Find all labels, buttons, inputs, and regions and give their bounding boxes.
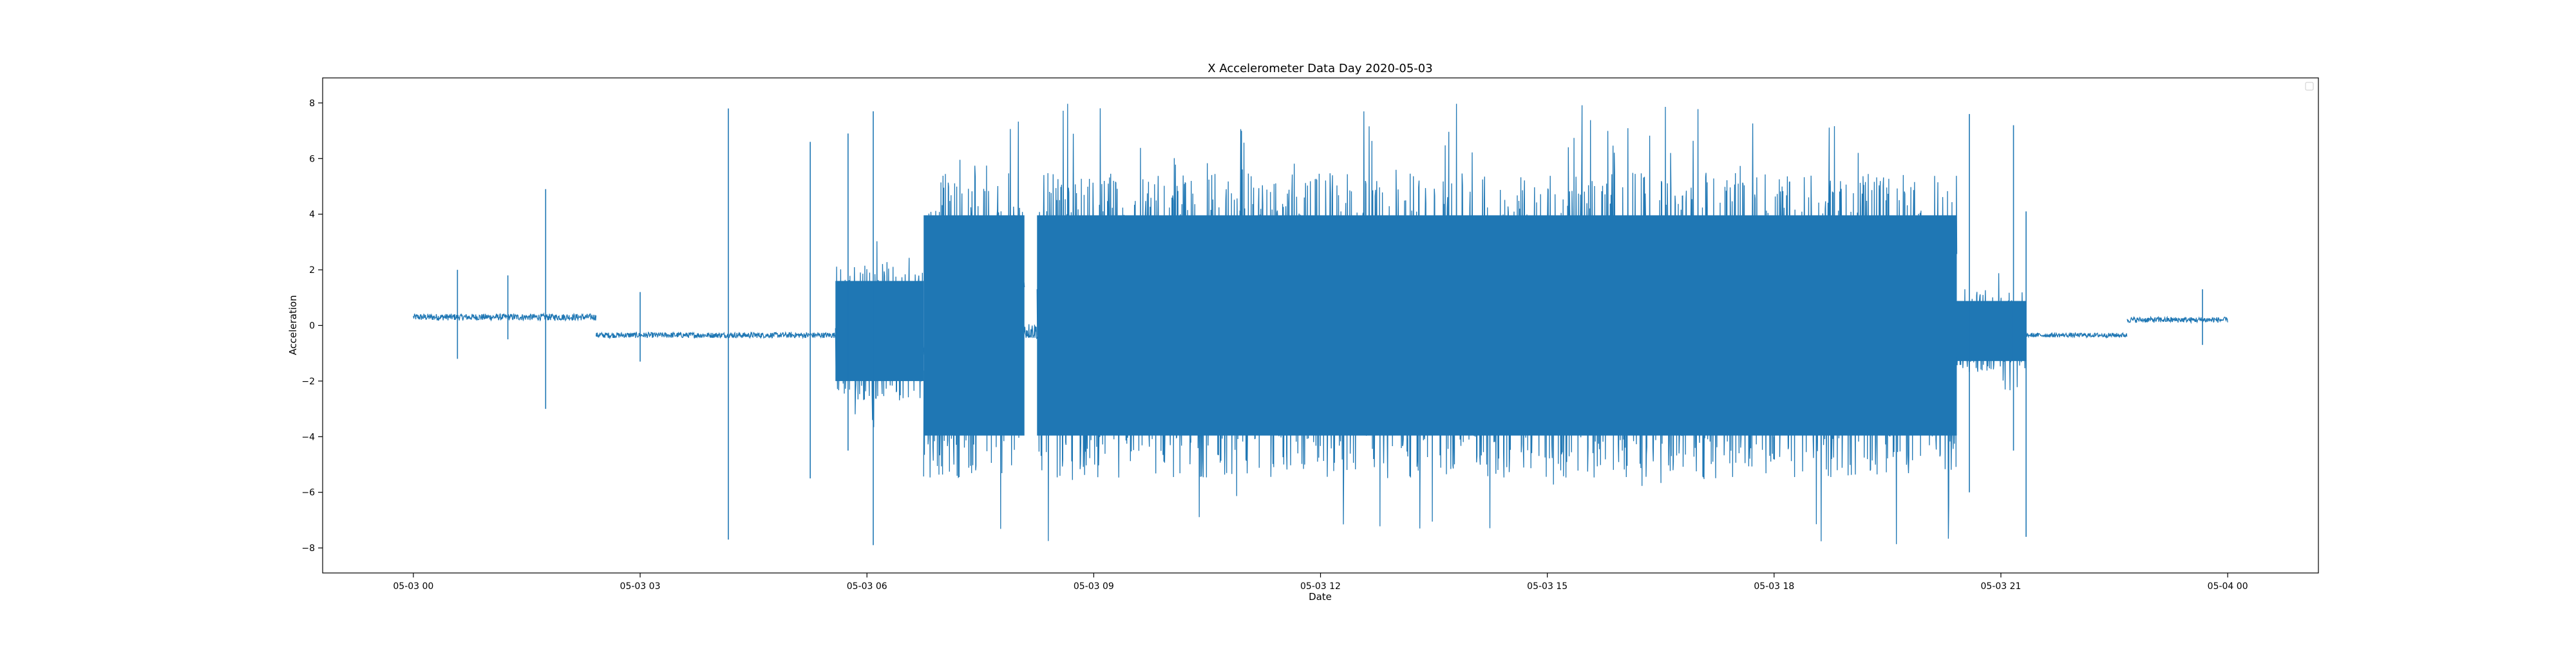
y-tick-label: 0 (309, 321, 315, 332)
dense-band (1956, 301, 2027, 361)
y-tick-label: −2 (301, 377, 315, 387)
y-tick-label: 6 (309, 154, 315, 164)
x-axis-ticks: 05-03 00 05-03 03 05-03 06 05-03 09 05-03 12… (393, 573, 2248, 592)
x-tick-label: 05-03 06 (847, 581, 887, 592)
x-tick-label: 05-04 00 (2208, 581, 2248, 592)
series-segment (413, 312, 597, 322)
chart-title: X Accelerometer Data Day 2020-05-03 (1208, 62, 1432, 75)
x-tick-label: 05-03 00 (393, 581, 433, 592)
y-tick-label: −8 (301, 543, 315, 554)
x-tick-label: 05-03 21 (1981, 581, 2022, 592)
x-axis-label: Date (1309, 591, 1332, 603)
plot-area (322, 77, 2319, 574)
series-segment (2126, 315, 2228, 324)
dense-band (1037, 215, 1957, 436)
y-tick-label: −6 (301, 488, 315, 498)
x-tick-label: 05-03 09 (1074, 581, 1114, 592)
x-tick-label: 05-03 03 (620, 581, 661, 592)
series-segment (2025, 332, 2128, 339)
y-tick-label: −4 (301, 432, 315, 442)
y-tick-label: 8 (309, 98, 315, 109)
x-tick-label: 05-03 15 (1527, 581, 1567, 592)
dense-band (835, 281, 924, 381)
x-tick-label: 05-03 12 (1300, 581, 1341, 592)
series-segment (1024, 324, 1037, 339)
x-tick-label: 05-03 18 (1754, 581, 1794, 592)
y-axis-ticks: −8 −6 −4 −2 0 2 4 6 8 (301, 98, 323, 554)
legend-box (2305, 82, 2314, 91)
dense-band (923, 215, 1025, 436)
y-axis-label: Acceleration (287, 295, 299, 355)
y-tick-label: 2 (309, 265, 315, 276)
y-tick-label: 4 (309, 210, 315, 220)
series-layer (413, 104, 2228, 545)
series-segment (595, 331, 836, 339)
